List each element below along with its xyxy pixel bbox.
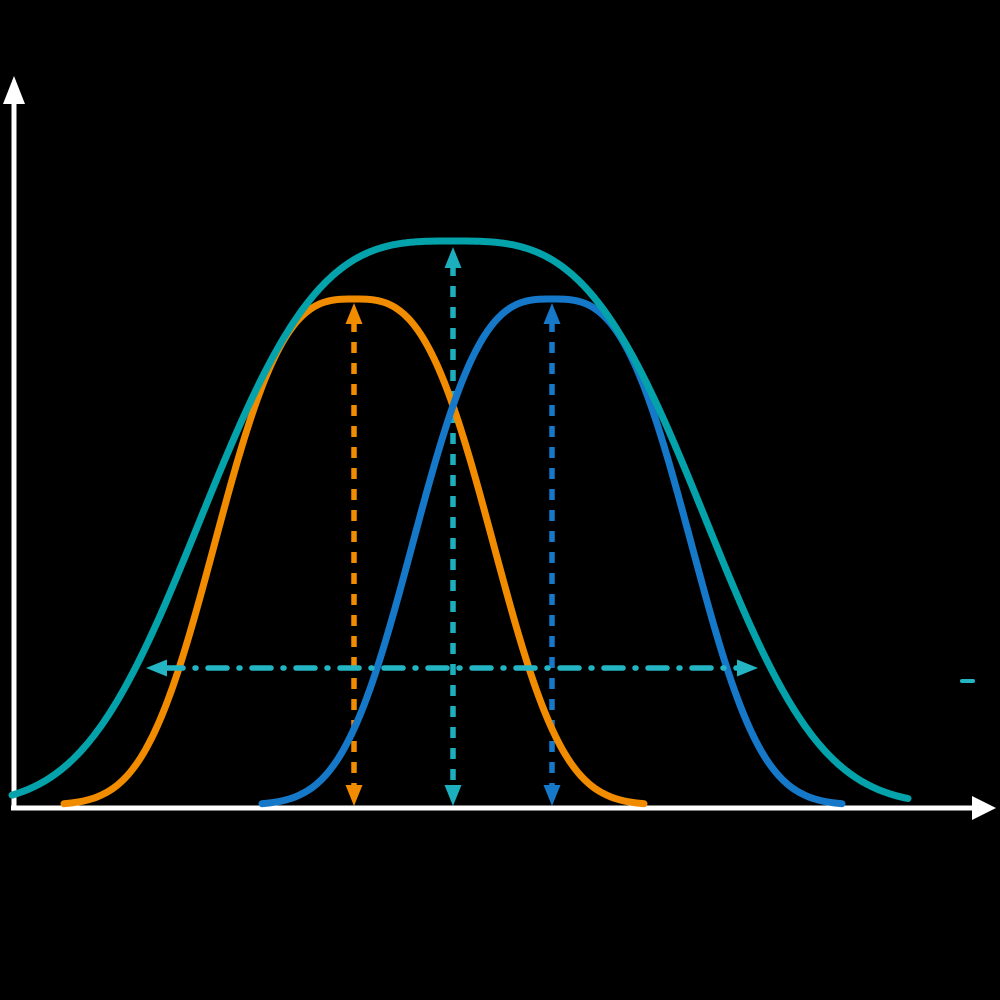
x-axis-arrowhead — [972, 796, 996, 820]
right-peak-height-arrow-top-head — [543, 303, 561, 324]
wide-envelope-curve — [8, 237, 912, 802]
center-peak-height-arrow-bottom-head — [444, 785, 462, 806]
right-peak-height-arrow-bottom-head — [543, 785, 561, 806]
center-peak-height-arrow-top-head — [444, 247, 462, 268]
left-narrow-curve — [60, 295, 648, 808]
left-peak-height-arrow-top-head — [345, 303, 363, 324]
y-axis-arrowhead — [3, 76, 25, 104]
envelope-width-arrow-left-head — [146, 659, 167, 677]
envelope-width-arrow-right-head — [737, 659, 758, 677]
left-peak-height-arrow-bottom-head — [345, 785, 363, 806]
right-narrow-curve — [258, 295, 846, 808]
